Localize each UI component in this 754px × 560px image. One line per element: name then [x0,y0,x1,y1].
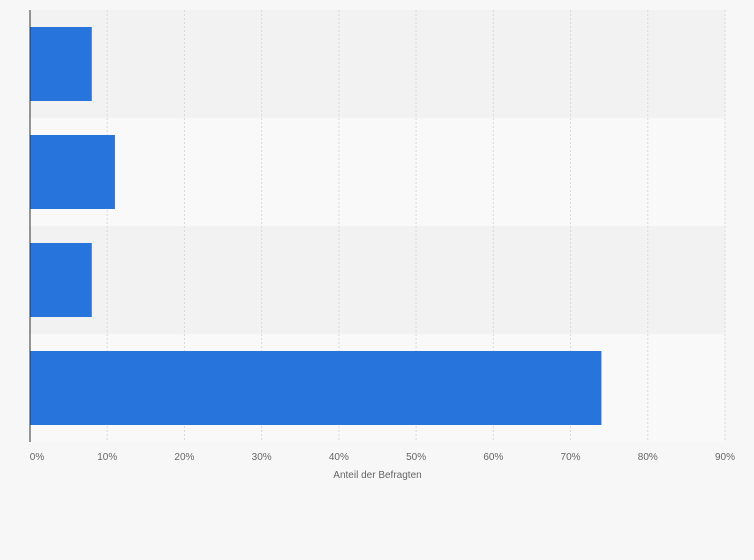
x-axis-title: Anteil der Befragten [333,470,421,481]
row-band-1 [30,10,725,118]
row-band-2 [30,118,725,226]
x-tick-label: 80% [638,452,658,463]
bar-2 [30,135,115,209]
bars [30,27,602,425]
x-tick-label: 40% [329,452,349,463]
x-tick-label: 90% [715,452,735,463]
x-tick-labels: 0% 10% 20% 30% 40% 50% 60% 70% 80% 90% [30,452,735,463]
x-tick-label: 60% [483,452,503,463]
bar-4 [30,351,602,425]
x-tick-label: 30% [252,452,272,463]
bar-3 [30,243,92,317]
x-tick-label: 20% [174,452,194,463]
x-tick-label: 0% [30,452,45,463]
row-band-3 [30,226,725,334]
x-tick-label: 70% [561,452,581,463]
bar-1 [30,27,92,101]
x-tick-label: 50% [406,452,426,463]
x-tick-label: 10% [97,452,117,463]
